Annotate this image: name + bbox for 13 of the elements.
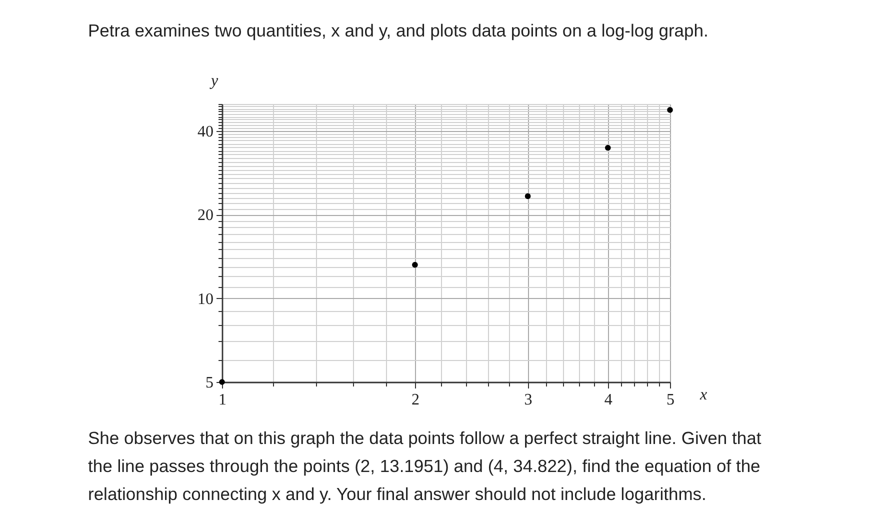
y-tick-label: 5 xyxy=(206,374,214,392)
x-tick-label: 1 xyxy=(218,392,226,408)
x-tick-label: 3 xyxy=(524,392,532,408)
y-tick-label: 40 xyxy=(198,123,214,140)
y-tick-label: 10 xyxy=(198,290,214,308)
x-tick-label: 4 xyxy=(604,392,612,408)
text: She observes that on this graph the data points follow a perfect straight line. Given that the line passes through the points (2, 13.1951) and (4, 34.822), find the equation of the relationship connecting x and y. Your final answer should not include logarithms. xyxy=(88,428,762,504)
y-axis-title: y xyxy=(208,72,219,90)
x-axis-title: x xyxy=(698,386,708,404)
y-tick-label: 20 xyxy=(198,207,214,224)
x-tick-label: 5 xyxy=(666,392,674,408)
x-tick-label: 2 xyxy=(411,392,420,408)
chart-title: Petra examines two quantities, x and y, and plots data points on a log-log graph. xyxy=(88,20,708,40)
